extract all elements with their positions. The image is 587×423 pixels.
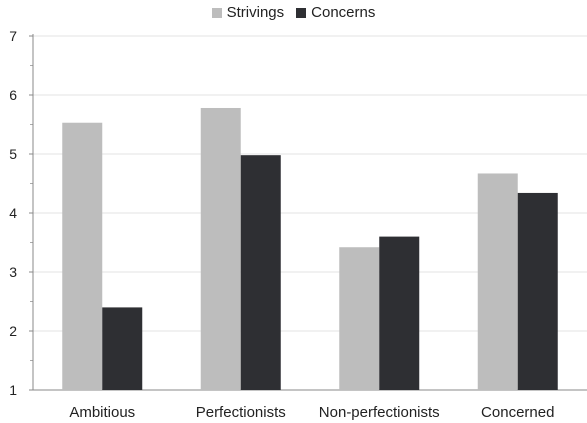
x-category-label: Non-perfectionists	[319, 404, 440, 421]
bar-strivings-ambitious	[62, 122, 103, 390]
bar-strivings-concerned	[477, 173, 518, 390]
bar-strivings-perfectionists	[200, 107, 241, 390]
x-category-label: Ambitious	[69, 404, 135, 421]
y-tick-label: 2	[9, 323, 17, 339]
y-tick-label: 1	[9, 382, 17, 398]
y-tick-label: 5	[9, 146, 17, 162]
x-category-label: Concerned	[481, 404, 554, 421]
legend-label-concerns: Concerns	[311, 4, 376, 21]
legend-label-strivings: Strivings	[226, 4, 285, 21]
y-tick-label: 4	[9, 205, 17, 221]
legend: Strivings Concerns	[0, 4, 587, 21]
legend-swatch-concerns	[296, 7, 307, 18]
legend-item-strivings: Strivings	[211, 4, 285, 21]
legend-item-concerns: Concerns	[296, 4, 375, 21]
y-tick-label: 6	[9, 87, 17, 103]
bar-concerns-concerned	[517, 192, 558, 390]
bars	[62, 107, 558, 390]
bar-concerns-non-perfectionists	[379, 236, 420, 390]
y-tick-label: 3	[9, 264, 17, 280]
y-tick-label: 7	[9, 28, 17, 44]
legend-swatch-strivings	[211, 7, 222, 18]
bar-strivings-non-perfectionists	[339, 247, 380, 390]
bar-concerns-perfectionists	[240, 155, 281, 390]
bar-concerns-ambitious	[102, 307, 143, 390]
x-category-label: Perfectionists	[196, 404, 286, 421]
axis-labels: 1 2 3 4 5 6 7 Ambitious Perfectionists Non-perfec…	[9, 28, 554, 421]
